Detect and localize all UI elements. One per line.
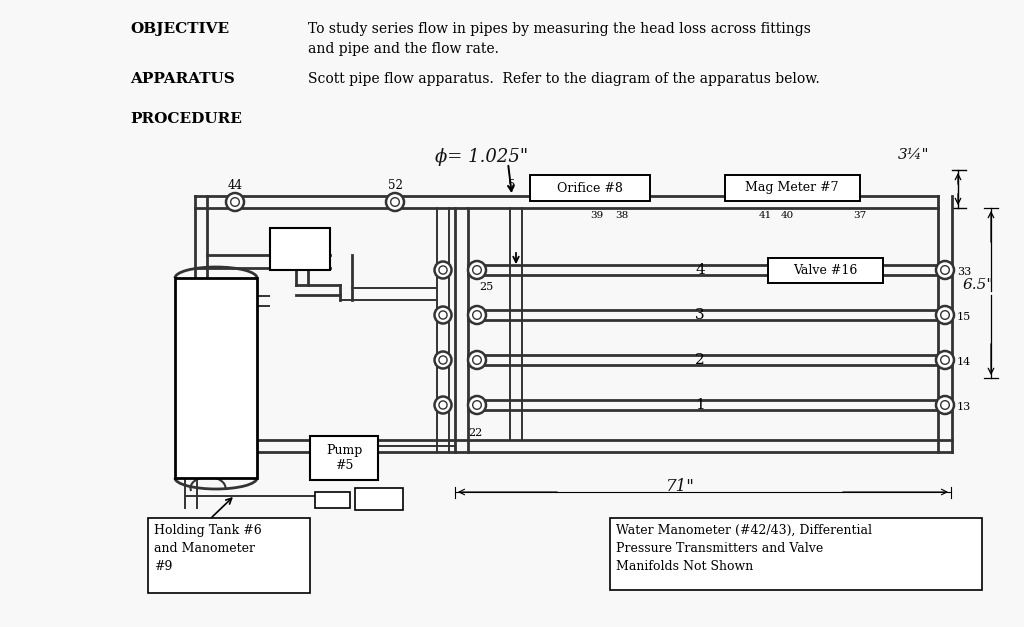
Text: To study series flow in pipes by measuring the head loss across fittings
and pip: To study series flow in pipes by measuri… bbox=[308, 22, 811, 56]
Circle shape bbox=[941, 356, 949, 364]
Circle shape bbox=[230, 198, 240, 206]
Text: 38: 38 bbox=[615, 211, 629, 220]
Circle shape bbox=[473, 311, 481, 319]
Circle shape bbox=[226, 193, 244, 211]
Circle shape bbox=[936, 396, 954, 414]
Circle shape bbox=[468, 351, 486, 369]
Circle shape bbox=[439, 266, 447, 274]
Bar bbox=[148, 518, 310, 593]
Circle shape bbox=[434, 396, 452, 413]
Circle shape bbox=[391, 198, 399, 206]
Text: 44: 44 bbox=[227, 179, 243, 192]
Text: 41: 41 bbox=[759, 211, 772, 220]
Text: 5: 5 bbox=[508, 179, 516, 192]
Text: OBJECTIVE: OBJECTIVE bbox=[130, 22, 229, 36]
Bar bbox=[530, 175, 650, 201]
Text: Orifice #8: Orifice #8 bbox=[557, 181, 623, 194]
Text: Mag Meter #7: Mag Meter #7 bbox=[745, 181, 839, 194]
Bar bbox=[768, 258, 883, 283]
Circle shape bbox=[439, 311, 447, 319]
Text: Valve #16: Valve #16 bbox=[793, 263, 857, 277]
Text: Water Manometer (#42/43), Differential
Pressure Transmitters and Valve
Manifolds: Water Manometer (#42/43), Differential P… bbox=[616, 524, 872, 573]
Circle shape bbox=[473, 401, 481, 409]
Bar bbox=[355, 488, 403, 510]
Text: 1: 1 bbox=[695, 398, 705, 412]
Bar bbox=[725, 175, 860, 201]
Text: Holding Tank #6
and Manometer
#9: Holding Tank #6 and Manometer #9 bbox=[154, 524, 262, 573]
Circle shape bbox=[386, 193, 404, 211]
Circle shape bbox=[468, 396, 486, 414]
Text: 52: 52 bbox=[387, 179, 402, 192]
Text: 40: 40 bbox=[780, 211, 794, 220]
Bar bbox=[270, 228, 330, 270]
Text: PROCEDURE: PROCEDURE bbox=[130, 112, 242, 126]
Text: 25: 25 bbox=[479, 282, 494, 292]
Text: 15: 15 bbox=[957, 312, 971, 322]
Text: 71": 71" bbox=[666, 478, 694, 495]
Circle shape bbox=[439, 401, 447, 409]
Text: 37: 37 bbox=[853, 211, 866, 220]
Text: APPARATUS: APPARATUS bbox=[130, 72, 234, 86]
Bar bbox=[310, 436, 378, 480]
Text: ϕ= 1.025": ϕ= 1.025" bbox=[435, 148, 528, 166]
Text: 33: 33 bbox=[957, 267, 971, 277]
Text: 2: 2 bbox=[695, 353, 705, 367]
Circle shape bbox=[936, 306, 954, 324]
Circle shape bbox=[434, 307, 452, 324]
Text: 6.5": 6.5" bbox=[963, 278, 994, 292]
Circle shape bbox=[468, 306, 486, 324]
Circle shape bbox=[439, 356, 447, 364]
Circle shape bbox=[941, 311, 949, 319]
Text: 39: 39 bbox=[591, 211, 603, 220]
Circle shape bbox=[941, 401, 949, 409]
Circle shape bbox=[473, 356, 481, 364]
Circle shape bbox=[434, 352, 452, 369]
Bar bbox=[315, 492, 350, 508]
Text: 3: 3 bbox=[695, 308, 705, 322]
Circle shape bbox=[936, 351, 954, 369]
Circle shape bbox=[941, 266, 949, 275]
Circle shape bbox=[468, 261, 486, 279]
Text: 22: 22 bbox=[468, 428, 482, 438]
Text: Scott pipe flow apparatus.  Refer to the diagram of the apparatus below.: Scott pipe flow apparatus. Refer to the … bbox=[308, 72, 820, 86]
Text: 3¼": 3¼" bbox=[898, 148, 930, 162]
Circle shape bbox=[434, 261, 452, 278]
Circle shape bbox=[473, 266, 481, 275]
Text: Pump
#5: Pump #5 bbox=[326, 444, 362, 472]
Text: 14: 14 bbox=[957, 357, 971, 367]
Bar bbox=[610, 518, 982, 590]
Text: 13: 13 bbox=[957, 402, 971, 412]
Bar bbox=[175, 278, 257, 478]
Circle shape bbox=[936, 261, 954, 279]
Text: 4: 4 bbox=[695, 263, 705, 277]
